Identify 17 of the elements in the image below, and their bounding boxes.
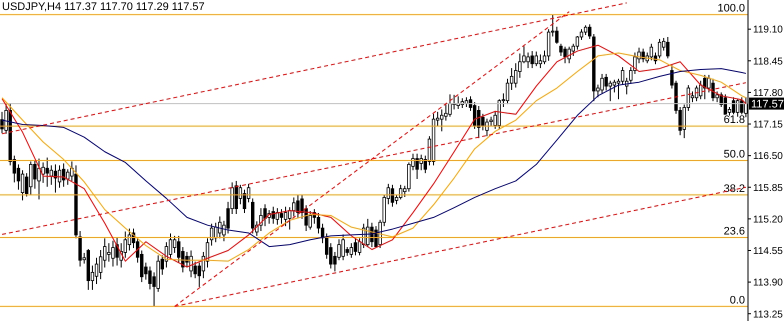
y-tick-label: 117.15 (753, 120, 784, 131)
ref-line-label: 0.0 (730, 294, 745, 306)
ref-line-label: 23.6 (724, 226, 745, 238)
y-tick-label: 115.85 (753, 182, 784, 194)
y-tick-label: 117.80 (753, 88, 784, 99)
y-tick-label: 119.10 (753, 24, 784, 36)
y-tick-label: 115.20 (753, 214, 784, 226)
y-tick-label: 113.90 (753, 278, 784, 289)
ref-line-label: 100.0 (717, 2, 745, 15)
y-tick-label: 116.50 (753, 151, 784, 162)
y-tick-label: 113.25 (753, 309, 784, 320)
y-tick-label: 114.55 (753, 246, 784, 258)
ref-line-label: 61.8 (724, 114, 745, 126)
ref-line-label: 50.0 (724, 148, 745, 160)
chart-title: USDJPY,H4 117.37 117.70 117.29 117.57 (2, 1, 205, 13)
y-tick-label: 118.45 (753, 56, 784, 68)
ref-line-label: 117.57 (751, 98, 784, 111)
